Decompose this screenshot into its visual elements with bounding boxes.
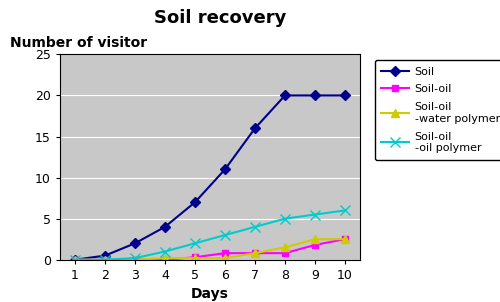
Soil-oil (72, 258, 78, 262)
Soil (222, 168, 228, 171)
Soil-oil
-oil polymer (72, 258, 78, 262)
Soil-oil
-water polymer (72, 258, 78, 262)
Soil (132, 242, 138, 245)
Soil-oil
-water polymer (222, 256, 228, 260)
Line: Soil-oil
-oil polymer: Soil-oil -oil polymer (70, 206, 350, 265)
Soil-oil
-water polymer (132, 258, 138, 262)
Soil-oil (282, 251, 288, 255)
Soil-oil
-oil polymer (162, 250, 168, 253)
Soil-oil
-oil polymer (102, 258, 108, 262)
Soil (192, 201, 198, 204)
Soil-oil
-water polymer (192, 256, 198, 260)
Soil-oil
-oil polymer (342, 209, 348, 212)
Soil-oil
-oil polymer (222, 233, 228, 237)
Soil-oil (162, 258, 168, 262)
Soil-oil
-water polymer (342, 237, 348, 241)
Line: Soil-oil
-water polymer: Soil-oil -water polymer (71, 235, 349, 264)
Soil-oil
-water polymer (282, 246, 288, 249)
Soil-oil
-oil polymer (252, 225, 258, 229)
Legend: Soil, Soil-oil, Soil-oil
-water polymer, Soil-oil
-oil polymer: Soil, Soil-oil, Soil-oil -water polymer,… (374, 60, 500, 160)
Soil-oil (312, 243, 318, 247)
Soil-oil (102, 258, 108, 262)
Soil (282, 94, 288, 97)
Soil (102, 254, 108, 257)
X-axis label: Days: Days (191, 287, 229, 301)
Soil (312, 94, 318, 97)
Soil-oil (132, 258, 138, 262)
Soil (162, 225, 168, 229)
Soil-oil (222, 251, 228, 255)
Soil-oil (342, 237, 348, 241)
Soil-oil
-oil polymer (132, 256, 138, 260)
Text: Number of visitor: Number of visitor (10, 36, 147, 50)
Soil-oil
-oil polymer (282, 217, 288, 220)
Soil-oil
-water polymer (312, 237, 318, 241)
Soil (72, 258, 78, 262)
Soil-oil
-water polymer (252, 251, 258, 255)
Line: Soil: Soil (72, 92, 348, 263)
Soil (252, 127, 258, 130)
Soil-oil
-water polymer (162, 256, 168, 260)
Soil-oil
-water polymer (102, 258, 108, 262)
Soil-oil (252, 251, 258, 255)
Soil (342, 94, 348, 97)
Soil-oil
-oil polymer (312, 213, 318, 216)
Soil-oil
-oil polymer (192, 242, 198, 245)
Soil-oil (192, 255, 198, 259)
Text: Soil recovery: Soil recovery (154, 9, 286, 27)
Line: Soil-oil: Soil-oil (72, 236, 348, 263)
